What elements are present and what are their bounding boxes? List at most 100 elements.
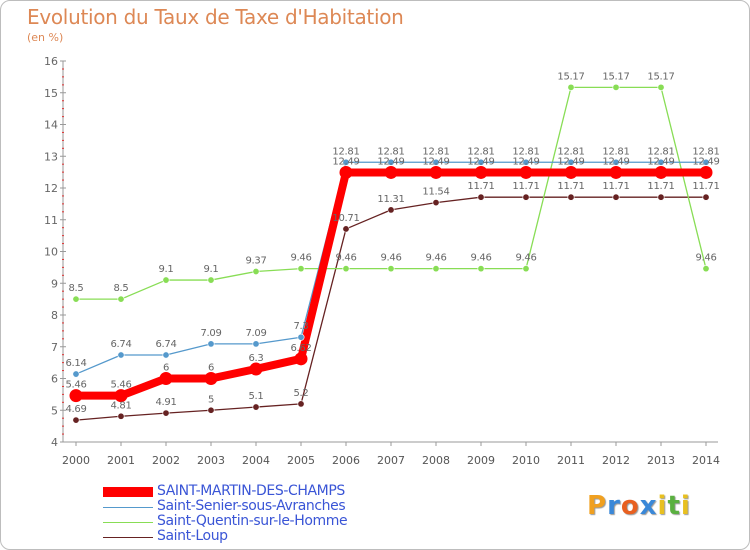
data-label: 9.46 (335, 253, 356, 264)
data-label: 11.71 (557, 181, 584, 192)
data-label: 5 (208, 394, 214, 405)
data-label: 12.49 (377, 156, 404, 167)
x-tick-label: 2008 (422, 454, 450, 467)
x-tick-label: 2014 (692, 454, 720, 467)
data-label: 12.81 (377, 146, 404, 157)
data-point (522, 265, 530, 273)
data-label: 9.46 (380, 253, 401, 264)
chart-title: Evolution du Taux de Taxe d'Habitation (27, 5, 404, 29)
y-tick-label: 5 (51, 404, 58, 417)
data-label: 6.3 (248, 353, 263, 364)
y-tick-label: 11 (44, 214, 58, 227)
data-point (477, 158, 485, 166)
series-line-0 (72, 168, 710, 400)
data-label: 12.49 (467, 156, 494, 167)
data-label: 7.3 (293, 321, 308, 332)
data-label: 12.81 (692, 146, 719, 157)
y-tick-label: 15 (44, 87, 58, 100)
data-point (612, 193, 620, 201)
data-label: 12.49 (557, 156, 584, 167)
data-point (72, 416, 80, 424)
data-labels: 4.69 4.81 4.91 5 5.1 5.2 10.71 11.31 11.54 11.71 1… (65, 71, 719, 415)
data-point (702, 193, 710, 201)
data-label: 11.31 (377, 194, 404, 205)
data-point (249, 362, 263, 376)
data-point (342, 265, 350, 273)
data-point (654, 165, 668, 179)
y-tick-label: 14 (44, 119, 58, 132)
y-tick-label: 7 (51, 341, 58, 354)
data-point (699, 165, 713, 179)
data-label: 10.71 (332, 213, 359, 224)
chart-unit: (en %) (27, 31, 64, 44)
data-label: 7.09 (245, 328, 266, 339)
proxiti-logo: Proxiti (587, 491, 691, 521)
x-tick-label: 2004 (242, 454, 270, 467)
data-label: 15.17 (647, 71, 674, 82)
data-point (477, 193, 485, 201)
data-point (474, 165, 488, 179)
x-tick-label: 2009 (467, 454, 495, 467)
data-label: 7.09 (200, 328, 221, 339)
data-point (564, 165, 578, 179)
data-label: 12.49 (512, 156, 539, 167)
data-label: 5.46 (65, 380, 86, 391)
data-point (207, 406, 215, 414)
data-label: 6.74 (110, 339, 131, 350)
data-point (657, 83, 665, 91)
data-point (519, 165, 533, 179)
data-label: 12.81 (422, 146, 449, 157)
data-point (387, 206, 395, 214)
data-point (117, 295, 125, 303)
x-tick-label: 2006 (332, 454, 360, 467)
data-point (657, 193, 665, 201)
data-label: 11.71 (467, 181, 494, 192)
data-label: 12.49 (602, 156, 629, 167)
x-tick-label: 2001 (107, 454, 135, 467)
axes: 4 5 6 7 8 9 10 11 12 13 14 15 16 2000 2001 2002 2003 2004… (44, 55, 720, 467)
data-label: 12.49 (332, 156, 359, 167)
x-tick-label: 2012 (602, 454, 630, 467)
x-tick-label: 2010 (512, 454, 540, 467)
data-label: 12.49 (692, 156, 719, 167)
data-label: 9.37 (245, 256, 266, 267)
data-label: 11.71 (512, 181, 539, 192)
data-point (384, 165, 398, 179)
x-tick-label: 2011 (557, 454, 585, 467)
legend-swatch (103, 522, 153, 523)
y-tick-label: 16 (44, 55, 58, 68)
data-point (432, 265, 440, 273)
data-point (252, 268, 260, 276)
legend-label: Saint-Loup (157, 528, 228, 544)
data-label: 11.71 (602, 181, 629, 192)
data-point (432, 199, 440, 207)
y-tick-label: 8 (51, 309, 58, 322)
data-label: 8.5 (113, 283, 128, 294)
data-point (297, 400, 305, 408)
data-label: 9.46 (515, 253, 536, 264)
data-point (612, 158, 620, 166)
x-tick-label: 2013 (647, 454, 675, 467)
data-point (567, 193, 575, 201)
data-point (339, 165, 353, 179)
data-label: 6.14 (65, 358, 86, 369)
data-point (162, 351, 170, 359)
data-label: 6.62 (290, 343, 311, 354)
y-tick-label: 6 (51, 373, 58, 386)
data-point (252, 403, 260, 411)
data-point (297, 333, 305, 341)
data-label: 6 (208, 363, 214, 374)
data-point (117, 412, 125, 420)
data-point (162, 276, 170, 284)
data-label: 9.1 (203, 264, 218, 275)
data-label: 8.5 (68, 283, 83, 294)
data-point (522, 158, 530, 166)
y-tick-label: 4 (51, 436, 58, 449)
data-label: 11.54 (422, 187, 449, 198)
data-label: 9.46 (425, 253, 446, 264)
series-line-3 (75, 196, 707, 421)
legend-label: SAINT-MARTIN-DES-CHAMPS (157, 483, 345, 499)
data-point (387, 158, 395, 166)
data-label: 11.71 (692, 181, 719, 192)
data-point (159, 372, 173, 385)
